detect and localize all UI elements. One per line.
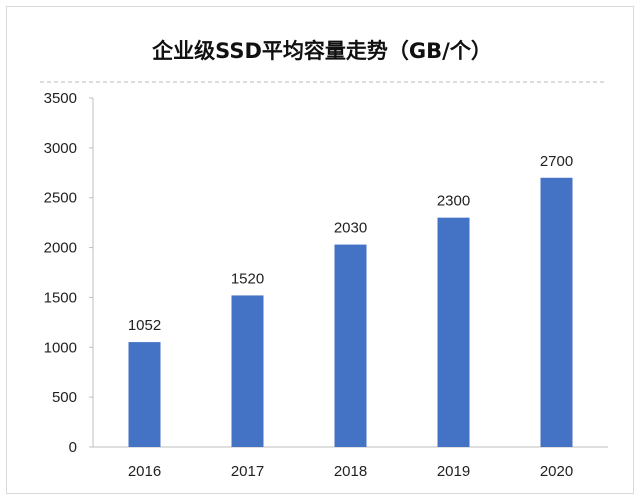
bar-2017 — [231, 295, 264, 447]
data-label: 2300 — [437, 193, 470, 210]
y-tick-label: 3000 — [44, 140, 77, 157]
data-label: 1520 — [231, 270, 264, 287]
bar-2018 — [334, 244, 367, 447]
data-label: 2700 — [540, 153, 573, 170]
x-tick-label: 2019 — [437, 463, 470, 480]
x-tick-label: 2018 — [334, 463, 367, 480]
y-tick-label: 2000 — [44, 240, 77, 257]
y-tick-label: 3500 — [44, 90, 77, 107]
y-tick-label: 500 — [52, 389, 77, 406]
data-label: 1052 — [128, 317, 161, 334]
y-tick-label: 0 — [69, 439, 77, 456]
y-tick-label: 1000 — [44, 339, 77, 356]
bar-2019 — [437, 217, 470, 447]
x-tick-label: 2017 — [231, 463, 264, 480]
x-tick-label: 2016 — [128, 463, 161, 480]
bar-2016 — [128, 342, 161, 447]
x-tick-label: 2020 — [540, 463, 573, 480]
chart-title: 企业级SSD平均容量走势（GB/个） — [151, 39, 492, 63]
y-tick-label: 1500 — [44, 289, 77, 306]
chart-frame — [6, 6, 634, 494]
y-tick-label: 2500 — [44, 190, 77, 207]
data-label: 2030 — [334, 220, 367, 237]
bar-2020 — [540, 177, 573, 447]
